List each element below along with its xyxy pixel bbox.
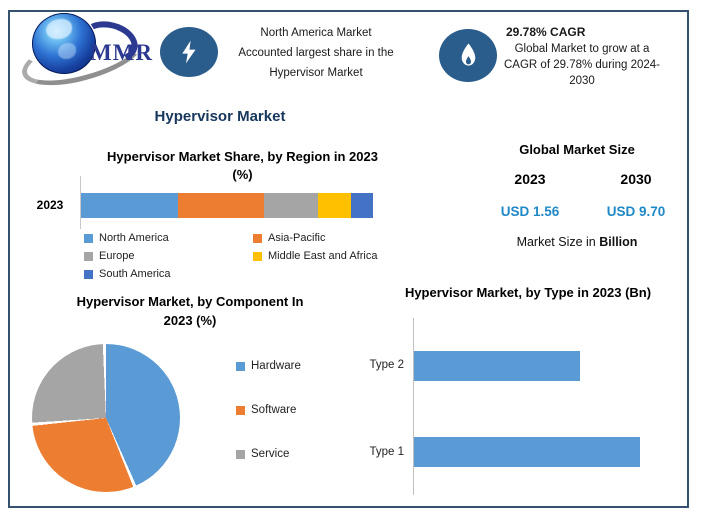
bar-segment-europe [264, 193, 319, 218]
lightning-bolt-glyph [182, 40, 196, 64]
globe-icon [32, 13, 96, 74]
flame-glyph [461, 43, 475, 66]
component-pie [32, 344, 180, 492]
type-chart-title: Hypervisor Market, by Type in 2023 (Bn) [404, 285, 652, 300]
legend-item: Europe [84, 248, 253, 264]
legend-label: Software [251, 404, 297, 416]
lightning-bolt-icon [160, 27, 218, 77]
bar-segment-middle-east-and-africa [318, 193, 352, 218]
legend-item: Middle East and Africa [253, 248, 389, 264]
legend-label: Hardware [251, 360, 301, 372]
bar-segment-asia-pacific [177, 193, 265, 218]
region-callout: North America Market Accounted largest s… [216, 23, 416, 83]
region-callout-line: Hypervisor Market [269, 67, 363, 79]
legend-swatch [253, 233, 262, 243]
region-chart-title: Hypervisor Market Share, by Region in 20… [70, 148, 415, 184]
market-size-footnote-prefix: Market Size in [516, 235, 600, 249]
legend-label: Asia-Pacific [268, 232, 326, 244]
region-chart-axis [80, 176, 81, 229]
cagr-title: 29.78% CAGR [506, 25, 586, 39]
legend-item: North America [84, 230, 253, 246]
cagr-line: Global Market to grow at a [514, 43, 650, 55]
market-size-footnote-unit: Billion [599, 235, 638, 249]
market-size-value-2023: USD 1.56 [500, 204, 560, 219]
legend-swatch [236, 449, 245, 459]
cagr-line: 2030 [569, 75, 595, 87]
type-bar [414, 437, 640, 467]
market-size-year-2030: 2030 [620, 171, 652, 187]
cagr-body: Global Market to grow at a CAGR of 29.78… [497, 41, 667, 89]
region-chart-category-label: 2023 [36, 198, 64, 212]
region-stacked-bar [81, 193, 373, 218]
bar-segment-north-america [81, 193, 178, 218]
legend-label: South America [99, 268, 171, 280]
legend-label: Europe [99, 250, 135, 262]
legend-swatch [236, 361, 245, 371]
legend-item: Asia-Pacific [253, 230, 389, 246]
globe-continent [46, 19, 72, 39]
component-chart-title: Hypervisor Market, by Component In 2023 … [35, 292, 345, 330]
region-chart-title-line2: (%) [232, 167, 253, 182]
legend-item: South America [84, 266, 253, 282]
legend-item: Software [236, 402, 301, 418]
type-chart-axis [413, 318, 414, 495]
type-bar [414, 351, 580, 381]
legend-swatch [84, 269, 93, 279]
page-title: Hypervisor Market [154, 108, 286, 125]
flame-icon [439, 29, 497, 82]
market-size-year-2023: 2023 [514, 171, 546, 187]
component-chart-title-line2: 2023 (%) [163, 313, 217, 328]
mmr-logo: MMR [16, 10, 160, 97]
component-legend: Hardware Software Service [236, 358, 301, 462]
legend-swatch [84, 233, 93, 243]
type-bar-label: Type 2 [369, 359, 404, 371]
region-callout-line: Accounted largest share in the [238, 47, 394, 59]
market-size-value-2030: USD 9.70 [606, 204, 666, 219]
region-callout-line: North America Market [260, 27, 372, 39]
region-chart-title-line1: Hypervisor Market Share, by Region in 20… [107, 149, 378, 164]
region-legend: North America Asia-Pacific Europe Middle Ea… [84, 230, 389, 282]
market-size-footnote: Market Size in Billion [468, 235, 686, 249]
legend-label: Service [251, 448, 290, 460]
legend-swatch [253, 251, 262, 261]
legend-swatch [84, 251, 93, 261]
bar-segment-south-america [351, 193, 373, 218]
type-bar-label: Type 1 [369, 446, 404, 458]
legend-swatch [236, 405, 245, 415]
legend-item: Service [236, 446, 301, 462]
legend-label: North America [99, 232, 169, 244]
cagr-line: CAGR of 29.78% during 2024- [504, 59, 660, 71]
legend-label: Middle East and Africa [268, 250, 378, 262]
component-chart-title-line1: Hypervisor Market, by Component In [76, 294, 304, 309]
market-size-title: Global Market Size [519, 142, 635, 157]
globe-continent [58, 43, 76, 59]
logo-text: MMR [90, 40, 154, 65]
cagr-callout: 29.78% CAGR Global Market to grow at a C… [497, 24, 667, 89]
legend-item: Hardware [236, 358, 301, 374]
